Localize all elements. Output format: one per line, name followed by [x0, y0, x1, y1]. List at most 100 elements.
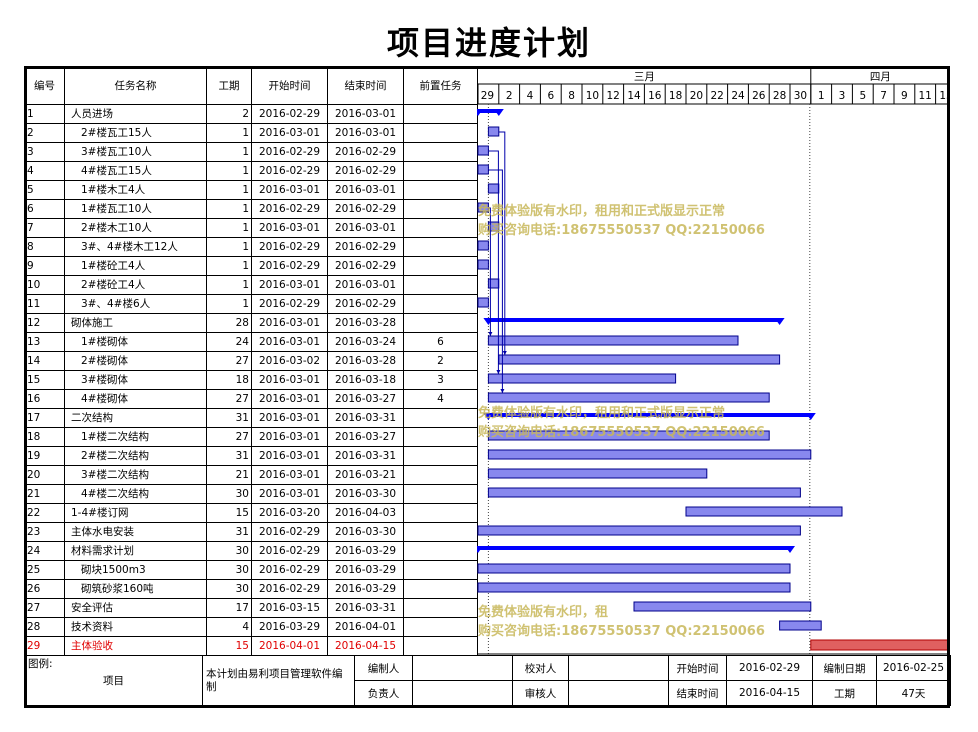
task-bar [487, 468, 708, 479]
day-label: 20 [690, 90, 703, 102]
task-end: 2016-02-29 [327, 237, 404, 257]
summary-bar [488, 413, 811, 417]
table-row[interactable]: 20 3#楼二次结构 21 2016-03-01 2016-03-21 [24, 465, 478, 485]
legend-cell: 图例: 项目 [24, 655, 203, 706]
summary-bar [478, 546, 790, 550]
table-row[interactable]: 10 2#楼砼工4人 1 2016-03-01 2016-03-01 [24, 275, 478, 295]
dependency-arrow [502, 351, 507, 355]
table-row[interactable]: 24 材料需求计划 30 2016-02-29 2016-03-29 [24, 541, 478, 561]
task-bar [477, 164, 489, 175]
task-bar [487, 430, 770, 441]
day-label: 8 [568, 90, 575, 102]
month-label: 四月 [870, 71, 891, 83]
table-row[interactable]: 17 二次结构 31 2016-03-01 2016-03-31 [24, 408, 478, 428]
task-bar [477, 297, 489, 308]
table-row[interactable]: 8 3#、4#楼木工12人 1 2016-02-29 2016-02-29 [24, 237, 478, 257]
task-id: 11 [24, 294, 65, 314]
dependency-link [488, 207, 491, 336]
table-row[interactable]: 28 技术资料 4 2016-03-29 2016-04-01 [24, 617, 478, 637]
watermark-2: 免费体验版有水印，租用和正式版显示正常 购买咨询电话:18675550537 QQ… [478, 406, 765, 440]
table-row[interactable]: 15 3#楼砌体 18 2016-03-01 2016-03-18 3 [24, 370, 478, 390]
table-row[interactable]: 29 主体验收 15 2016-04-01 2016-04-15 [24, 636, 478, 656]
day-label: 1 [818, 90, 825, 102]
task-start: 2016-03-29 [251, 617, 328, 637]
task-bar [779, 620, 822, 631]
dependency-link [498, 131, 506, 355]
duration-value: 47天 [876, 680, 951, 706]
end-label: 结束时间 [668, 680, 727, 706]
task-name: 2#楼砼工4人 [64, 275, 207, 295]
task-start: 2016-03-01 [251, 180, 328, 200]
task-table: 编号 任务名称 工期 开始时间 结束时间 前置任务 1 人员进场 2 2016-02-… [24, 66, 478, 656]
summary-cap [483, 413, 494, 420]
legend-label: 图例: [28, 658, 53, 670]
task-name: 3#楼二次结构 [64, 465, 207, 485]
dependency-link [488, 169, 503, 393]
dependency-link [488, 150, 499, 374]
summary-cap [774, 318, 785, 325]
task-start: 2016-04-01 [251, 636, 328, 656]
day-label: 28 [773, 90, 786, 102]
task-id: 18 [24, 427, 65, 447]
day-label: 16 [648, 90, 662, 102]
task-id: 27 [24, 598, 65, 618]
day-label: 30 [794, 90, 807, 102]
table-row[interactable]: 2 2#楼瓦工15人 1 2016-03-01 2016-03-01 [24, 123, 478, 143]
table-row[interactable]: 21 4#楼二次结构 30 2016-03-01 2016-03-30 [24, 484, 478, 504]
task-bar [477, 202, 489, 213]
day-label: 5 [859, 90, 866, 102]
task-start: 2016-03-01 [251, 484, 328, 504]
day-label: 12 [607, 90, 620, 102]
table-row[interactable]: 6 1#楼瓦工10人 1 2016-02-29 2016-02-29 [24, 199, 478, 219]
day-label: 24 [731, 90, 745, 102]
watermark-3: 免费体验版有水印，租 购买咨询电话:18675550537 QQ:22150066 [478, 605, 765, 639]
end-value: 2016-04-15 [726, 680, 813, 706]
task-end: 2016-04-03 [327, 503, 404, 523]
task-name: 4#楼瓦工15人 [64, 161, 207, 181]
table-row[interactable]: 5 1#楼木工4人 1 2016-03-01 2016-03-01 [24, 180, 478, 200]
task-bar [477, 240, 489, 251]
summary-cap [477, 109, 483, 116]
table-row[interactable]: 23 主体水电安装 31 2016-02-29 2016-03-30 [24, 522, 478, 542]
task-end: 2016-03-21 [327, 465, 404, 485]
day-label: 2 [506, 90, 513, 102]
duration-label: 工期 [812, 680, 877, 706]
task-end: 2016-03-27 [327, 389, 404, 409]
task-bar [477, 145, 489, 156]
task-bar [487, 126, 500, 137]
task-start: 2016-02-29 [251, 199, 328, 219]
table-row[interactable]: 1 人员进场 2 2016-02-29 2016-03-01 [24, 104, 478, 124]
checker-label: 校对人 [512, 655, 569, 681]
day-label: 6 [547, 90, 554, 102]
editor-label: 编制人 [354, 655, 413, 681]
task-start: 2016-03-01 [251, 332, 328, 352]
day-label: 18 [669, 90, 682, 102]
task-duration: 15 [206, 636, 252, 656]
table-row[interactable]: 27 安全评估 17 2016-03-15 2016-03-31 [24, 598, 478, 618]
task-end: 2016-03-01 [327, 218, 404, 238]
table-row[interactable]: 25 砌块1500m3 30 2016-02-29 2016-03-29 [24, 560, 478, 580]
task-name: 4#楼二次结构 [64, 484, 207, 504]
task-end: 2016-03-28 [327, 351, 404, 371]
task-bar [477, 259, 489, 270]
task-bar [487, 487, 801, 498]
task-bar [685, 506, 843, 517]
task-bar [633, 601, 812, 612]
task-end: 2016-03-29 [327, 541, 404, 561]
task-start: 2016-03-01 [251, 446, 328, 466]
task-start: 2016-03-01 [251, 427, 328, 447]
table-row[interactable]: 18 1#楼二次结构 27 2016-03-01 2016-03-27 [24, 427, 478, 447]
task-end: 2016-03-31 [327, 446, 404, 466]
task-bar [487, 373, 677, 384]
day-label: 9 [901, 90, 908, 102]
table-row[interactable]: 16 4#楼砌体 27 2016-03-01 2016-03-27 4 [24, 389, 478, 409]
reviewer-label: 负责人 [354, 680, 413, 706]
day-label: 29 [481, 90, 494, 102]
task-end: 2016-03-01 [327, 123, 404, 143]
task-start: 2016-03-01 [251, 389, 328, 409]
col-header-id: 编号 [24, 66, 65, 105]
start-value: 2016-02-29 [726, 655, 813, 681]
table-row[interactable]: 19 2#楼二次结构 31 2016-03-01 2016-03-31 [24, 446, 478, 466]
legend-item: 项目 [103, 675, 124, 687]
